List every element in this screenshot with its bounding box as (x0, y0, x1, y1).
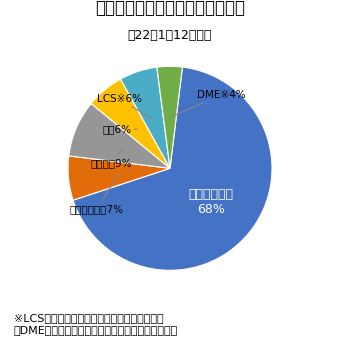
Text: DME：デジタルメディア＆エンターテインメント: DME：デジタルメディア＆エンターテインメント (14, 325, 178, 335)
Text: 国際コマース7%: 国際コマース7% (70, 173, 123, 214)
Wedge shape (157, 66, 183, 168)
Wedge shape (69, 104, 170, 168)
Text: LCS※6%: LCS※6% (97, 94, 154, 120)
Wedge shape (121, 67, 170, 168)
Text: ※LCS：ローカル・コンシューマー・サービス: ※LCS：ローカル・コンシューマー・サービス (14, 313, 163, 323)
Text: クラウド9%: クラウド9% (90, 148, 132, 168)
Text: 菜鳥6%: 菜鳥6% (102, 124, 137, 135)
Text: 中国コマース
68%: 中国コマース 68% (188, 188, 234, 216)
Title: アリババ集団の事業別売上構成比: アリババ集団の事業別売上構成比 (95, 0, 245, 17)
Text: （22年1～12月期）: （22年1～12月期） (128, 29, 212, 42)
Wedge shape (68, 156, 170, 200)
Wedge shape (73, 67, 272, 270)
Wedge shape (91, 79, 170, 168)
Text: DME※4%: DME※4% (170, 90, 245, 117)
